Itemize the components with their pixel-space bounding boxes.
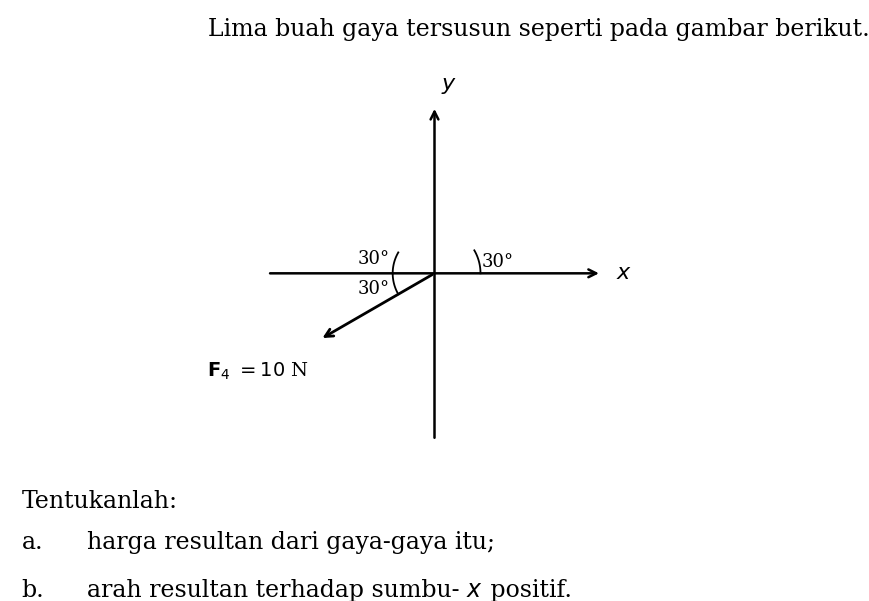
Text: Tentukanlah:: Tentukanlah:	[22, 490, 178, 513]
Text: $\mathbf{F}_{4}$ $= 10$ N: $\mathbf{F}_{4}$ $= 10$ N	[208, 361, 309, 382]
Text: $x$: $x$	[466, 579, 482, 601]
Text: a.: a.	[22, 531, 43, 554]
Text: arah resultan terhadap sumbu-: arah resultan terhadap sumbu-	[87, 579, 460, 601]
Text: 30°: 30°	[481, 253, 514, 271]
Text: $y$: $y$	[441, 74, 457, 96]
Text: positif.: positif.	[483, 579, 572, 601]
Text: 30°: 30°	[358, 280, 390, 298]
Text: 30°: 30°	[358, 249, 390, 267]
Text: b.: b.	[22, 579, 44, 601]
Text: $x$: $x$	[616, 262, 633, 284]
Text: harga resultan dari gaya-gaya itu;: harga resultan dari gaya-gaya itu;	[87, 531, 495, 554]
Text: Lima buah gaya tersusun seperti pada gambar berikut.: Lima buah gaya tersusun seperti pada gam…	[209, 18, 869, 41]
